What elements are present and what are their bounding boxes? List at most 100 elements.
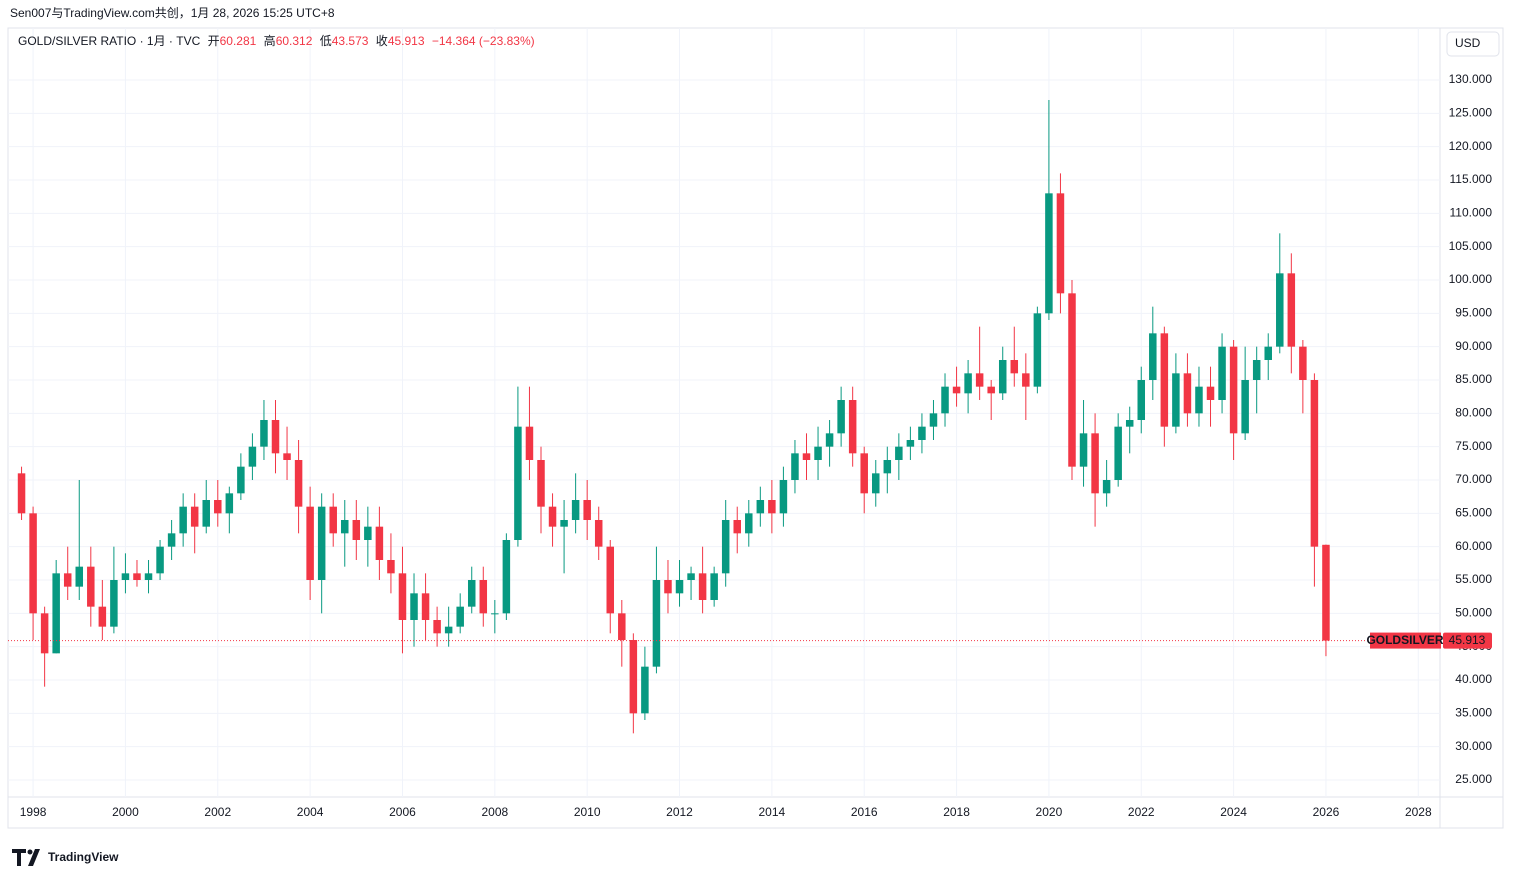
candle-body: [98, 606, 107, 627]
candle-body: [906, 440, 915, 447]
y-tick-label: 30.000: [1455, 739, 1492, 753]
x-tick-label: 2012: [666, 805, 693, 819]
y-tick-label: 65.000: [1455, 506, 1492, 520]
candle-body: [341, 520, 349, 534]
candle-body: [791, 453, 799, 480]
y-tick-label: 120.000: [1449, 139, 1493, 153]
x-tick-label: 2020: [1036, 805, 1063, 819]
symbol: GOLD/SILVER RATIO · 1月 · TVC: [18, 34, 201, 48]
candle-body: [1137, 380, 1146, 420]
candle-body: [375, 526, 384, 560]
y-tick-label: 100.000: [1449, 272, 1493, 286]
candle-body: [352, 520, 361, 540]
candle-body: [387, 560, 395, 574]
candle-body: [1160, 333, 1169, 427]
candle-body: [271, 420, 280, 454]
candle-body: [1218, 346, 1226, 400]
y-tick-label: 75.000: [1455, 439, 1492, 453]
candle-body: [179, 506, 187, 534]
candle-body: [294, 460, 303, 507]
ticker-label: GOLDSILVER: [1366, 633, 1443, 647]
y-tick-label: 35.000: [1455, 706, 1492, 720]
candle-body: [317, 506, 326, 580]
candle-body: [629, 640, 638, 714]
brand: TradingView: [48, 850, 119, 864]
candle-body: [1276, 273, 1284, 347]
candle-body: [929, 413, 938, 427]
candle-body: [202, 500, 210, 527]
candle-body: [860, 453, 868, 494]
candle-body: [641, 666, 649, 714]
candle-body: [144, 573, 153, 580]
y-tick-label: 80.000: [1455, 406, 1492, 420]
candle-body: [721, 520, 730, 574]
candle-body: [548, 506, 557, 527]
candle-body: [687, 573, 695, 580]
candle-body: [814, 446, 822, 460]
candle-body: [941, 386, 949, 414]
close-label: 收: [376, 34, 388, 48]
x-tick-label: 2010: [574, 805, 601, 819]
y-tick-label: 125.000: [1449, 106, 1493, 120]
candle-body: [918, 426, 926, 440]
candle-body: [467, 580, 476, 607]
change: −14.364 (−23.83%): [432, 34, 535, 48]
high-value: 60.312: [276, 34, 313, 48]
candle-body: [883, 460, 892, 474]
candle-body: [214, 500, 222, 514]
candle-body: [248, 446, 257, 467]
brand-logo: [12, 849, 40, 866]
y-tick-label: 110.000: [1450, 206, 1493, 220]
x-tick-label: 2024: [1220, 805, 1247, 819]
candle-body: [87, 566, 95, 607]
candle-body: [421, 593, 430, 620]
candle-body: [987, 386, 995, 394]
candle-body: [410, 593, 418, 620]
candle-body: [283, 453, 291, 460]
candle-body: [802, 453, 811, 460]
candle-body: [1056, 193, 1065, 294]
candle-body: [110, 580, 118, 627]
currency-button[interactable]: [1446, 31, 1500, 57]
low-label: 低: [320, 34, 332, 48]
candle-body: [306, 506, 314, 580]
candle-body: [479, 580, 488, 614]
candle-body: [652, 580, 661, 667]
candle-body: [560, 520, 568, 527]
candle-body: [29, 513, 37, 614]
y-tick-label: 55.000: [1455, 572, 1492, 586]
candle-body: [1206, 386, 1215, 400]
credit: Sen007与TradingView.com共创，1月 28, 2026 15:…: [10, 6, 335, 20]
candle-body: [40, 613, 49, 654]
candle-body: [664, 580, 672, 594]
candle-body: [710, 573, 718, 600]
candle-body: [1264, 346, 1272, 360]
candle-body: [52, 573, 60, 654]
candle-body: [756, 500, 765, 514]
x-tick-label: 2000: [112, 805, 139, 819]
x-tick-label: 2008: [481, 805, 508, 819]
candle-body: [1287, 273, 1296, 347]
y-tick-label: 105.000: [1449, 239, 1493, 253]
y-tick-label: 115.000: [1450, 172, 1493, 186]
candle-body: [398, 573, 407, 620]
y-tick-label: 85.000: [1455, 372, 1492, 386]
candle-body: [895, 446, 903, 460]
x-tick-label: 2026: [1313, 805, 1340, 819]
currency[interactable]: USD: [1455, 36, 1481, 50]
candle-body: [1045, 193, 1053, 314]
x-tick-label: 2002: [204, 805, 231, 819]
candle-body: [237, 466, 245, 494]
y-tick-label: 40.000: [1455, 672, 1492, 686]
candle-body: [456, 606, 464, 627]
y-tick-label: 90.000: [1455, 339, 1492, 353]
candle-body: [1310, 380, 1319, 547]
candle-body: [1125, 420, 1134, 427]
candle-body: [1183, 373, 1192, 414]
candles: [8, 100, 1440, 734]
candle-body: [167, 533, 176, 547]
y-tick-label: 50.000: [1455, 606, 1492, 620]
candle-body: [975, 373, 984, 387]
candle-body: [571, 500, 580, 520]
candle-body: [733, 520, 741, 534]
